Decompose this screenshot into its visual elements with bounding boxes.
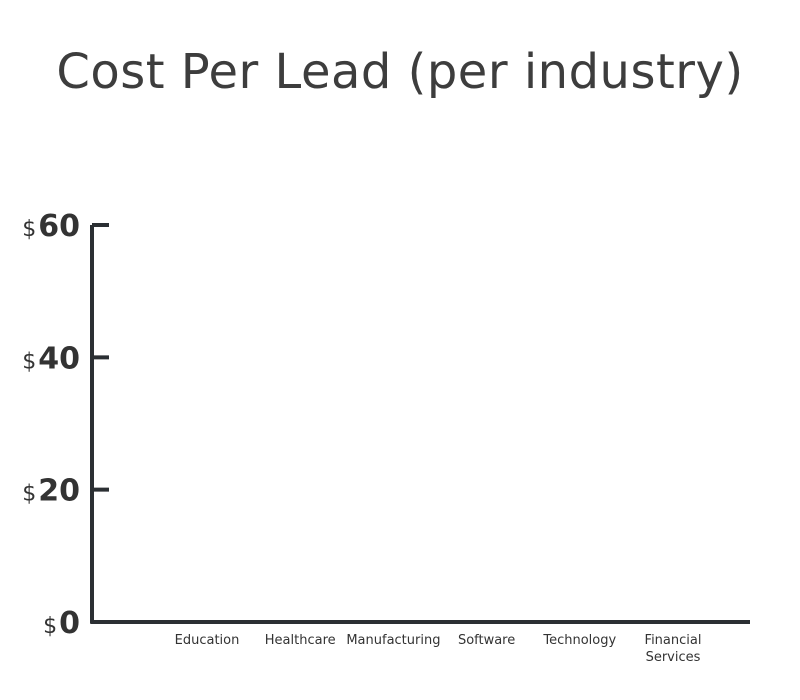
y-axis-ticks: $0$20$40$60 xyxy=(22,209,109,641)
chart-title: Cost Per Lead (per industry) xyxy=(56,44,744,100)
x-tick-label: Healthcare xyxy=(265,633,336,648)
y-tick-label: $40 xyxy=(22,341,80,376)
x-tick-label: Financial Services xyxy=(645,633,702,665)
x-tick-label-line: Financial xyxy=(645,633,702,648)
y-tick-label: $0 xyxy=(43,606,80,641)
y-tick-label: $20 xyxy=(22,474,80,509)
chart-axes xyxy=(90,225,750,624)
y-tick-currency: $ xyxy=(22,349,36,374)
y-tick-value: 20 xyxy=(38,474,80,509)
y-tick-label: $60 xyxy=(22,209,80,244)
y-tick-currency: $ xyxy=(43,614,57,639)
x-axis-labels: Education Healthcare Manufacturing Software… xyxy=(175,633,702,665)
x-tick-label: Education xyxy=(175,633,240,648)
y-tick-value: 40 xyxy=(38,341,80,376)
x-tick-label: Manufacturing xyxy=(346,633,440,648)
x-tick-label-line: Services xyxy=(646,650,701,665)
y-tick-value: 0 xyxy=(59,606,80,641)
x-tick-label: Software xyxy=(458,633,515,648)
y-tick-currency: $ xyxy=(22,482,36,507)
y-tick-value: 60 xyxy=(38,209,80,244)
y-tick-currency: $ xyxy=(22,217,36,242)
x-tick-label: Technology xyxy=(542,633,616,648)
